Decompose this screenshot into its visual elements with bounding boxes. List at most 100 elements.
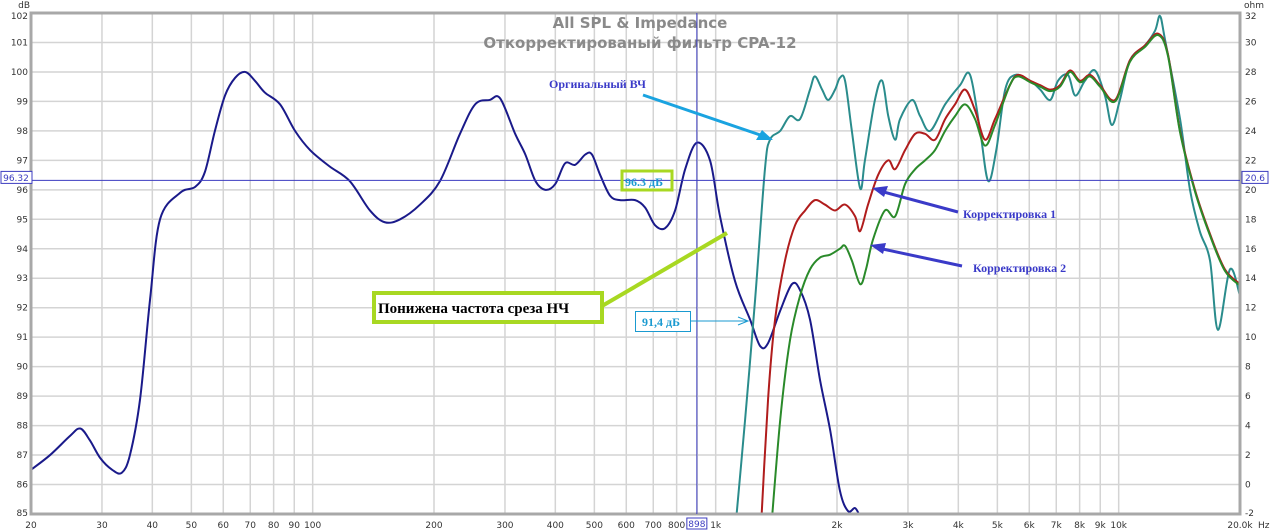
x-tick-label: 200 <box>425 521 442 530</box>
y-tick-label: 91 <box>17 333 28 343</box>
x-tick-label: 80 <box>268 521 280 530</box>
annotation-level-1-text: 96.3 дБ <box>625 175 663 189</box>
y-right-tick-label: 30 <box>1245 38 1257 48</box>
x-tick-label: 3k <box>902 521 914 530</box>
y-tick-label: 97 <box>17 156 28 166</box>
annotation-lf-note-line <box>600 231 729 308</box>
x-tick-label: 1k <box>710 521 722 530</box>
x-tick-label: 500 <box>586 521 603 530</box>
arrow-head-icon <box>756 130 773 140</box>
annotation-lf-note-text: Понижена частота среза НЧ <box>378 301 569 317</box>
y-tick-label: 96 <box>17 186 29 196</box>
series-line-hf-original <box>735 14 1240 514</box>
cursor-freq-readout: 898 <box>688 520 705 530</box>
arrow-head-icon <box>872 186 888 197</box>
y-tick-label: 101 <box>11 38 28 48</box>
annotation-hf-original-text: Оргинальный ВЧ <box>549 77 646 91</box>
cursor-freq-readout-box <box>686 517 708 530</box>
x-tick-label: 100 <box>304 521 321 530</box>
y-right-tick-label: 6 <box>1245 392 1251 402</box>
x-tick-label: 8k <box>1074 521 1086 530</box>
x-tick-label: 6k <box>1024 521 1036 530</box>
y-tick-label: 90 <box>17 363 29 373</box>
x-tick-label: 4k <box>953 521 965 530</box>
arrow-line <box>879 189 959 214</box>
annotation-lf-note: Понижена частота среза НЧ <box>372 231 729 324</box>
y-tick-label: 86 <box>17 481 29 491</box>
y-tick-label: 85 <box>17 509 28 519</box>
x-tick-label: 60 <box>218 521 230 530</box>
x-tick-label: 7k <box>1051 521 1063 530</box>
y-right-tick-label: 0 <box>1245 481 1251 491</box>
y-tick-label: 102 <box>11 12 28 22</box>
y-right-tick-label: 24 <box>1245 127 1257 137</box>
series-line-lf <box>31 70 860 514</box>
y-tick-label: 100 <box>11 68 28 78</box>
y-tick-label: 89 <box>17 392 29 402</box>
series-layer <box>31 14 1240 514</box>
annotation-level-2: 91,4 дБ <box>635 311 750 332</box>
annotation-lf-note-box <box>372 291 604 324</box>
y-right-tick-label: 2 <box>1245 451 1251 461</box>
x-tick-label: 2k <box>832 521 844 530</box>
x-tick-label: 20 <box>25 521 37 530</box>
x-tick-label: 700 <box>645 521 662 530</box>
x-tick-label: 70 <box>245 521 257 530</box>
annotation-correction-2-text: Корректировка 2 <box>973 261 1066 275</box>
y-right-tick-label: 16 <box>1245 245 1257 255</box>
cursor-db-readout-box <box>0 170 33 184</box>
annotation-level-1: 96.3 дБ <box>620 169 674 192</box>
y-right-tick-label: -2 <box>1245 509 1254 519</box>
y-right-tick-label: 10 <box>1245 333 1257 343</box>
series-line-correction-1 <box>760 32 1240 514</box>
y-right-tick-label: 8 <box>1245 363 1251 373</box>
cursor[interactable]: 96.32 20.6 898 <box>0 13 1269 530</box>
y-tick-label: 99 <box>17 97 29 107</box>
annotation-level-2-box <box>635 311 691 332</box>
y-tick-label: 95 <box>17 215 28 225</box>
arrow-line <box>642 93 767 139</box>
chart-subtitle: Откорректированый фильтр CPA-12 <box>483 34 796 52</box>
x-tick-label: 10k <box>1110 521 1127 530</box>
y-right-tick-label: 18 <box>1245 215 1257 225</box>
y-right-tick-label: 28 <box>1245 68 1257 78</box>
x-tick-label: 800 <box>668 521 685 530</box>
series-line-correction-2 <box>771 34 1240 514</box>
x-axis-unit: Hz <box>1258 521 1270 530</box>
arrow-line <box>877 246 963 268</box>
y-right-tick-label: 20 <box>1245 186 1257 196</box>
cursor-db-readout: 96.32 <box>3 174 29 184</box>
annotation-correction-2: Корректировка 2 <box>870 243 1066 275</box>
y-right-tick-label: 26 <box>1245 97 1257 107</box>
chart-title: All SPL & Impedance <box>553 14 728 32</box>
y-right-tick-label: 12 <box>1245 304 1256 314</box>
x-tick-label: 40 <box>147 521 159 530</box>
x-tick-label: 20.0k <box>1227 521 1253 530</box>
x-tick-label: 9k <box>1095 521 1107 530</box>
y-tick-label: 88 <box>17 422 29 432</box>
annotation-level-1-box <box>620 169 674 192</box>
y-axis-unit-left: dB <box>18 1 30 11</box>
x-tick-label: 50 <box>186 521 198 530</box>
plot-frame <box>29 11 1242 516</box>
y-axis-unit-right: ohm <box>1244 1 1264 11</box>
y-tick-label: 93 <box>17 274 28 284</box>
annotation-hf-original: Оргинальный ВЧ <box>549 77 773 140</box>
arrow-head-icon <box>870 243 886 254</box>
x-tick-label: 90 <box>289 521 301 530</box>
axis-ticks: 858687888990919293949596979899100101102-… <box>11 12 1257 530</box>
annotation-level-2-text: 91,4 дБ <box>642 315 680 329</box>
x-tick-label: 5k <box>992 521 1004 530</box>
y-right-tick-label: 14 <box>1245 274 1257 284</box>
y-tick-label: 94 <box>17 245 29 255</box>
cursor-ohm-readout: 20.6 <box>1245 174 1265 184</box>
x-tick-label: 30 <box>96 521 108 530</box>
x-tick-label: 600 <box>618 521 635 530</box>
cursor-ohm-readout-box <box>1241 170 1269 184</box>
y-tick-label: 98 <box>17 127 29 137</box>
annotation-correction-1-text: Корректировка 1 <box>963 207 1056 221</box>
y-tick-label: 87 <box>17 451 28 461</box>
x-tick-label: 300 <box>496 521 513 530</box>
y-right-tick-label: 22 <box>1245 156 1256 166</box>
